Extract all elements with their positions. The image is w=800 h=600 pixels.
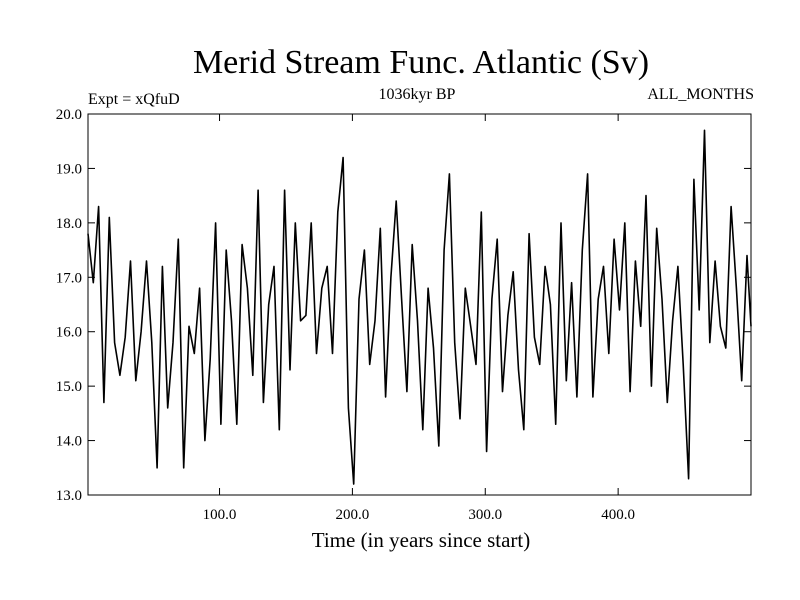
experiment-label: Expt = xQfuD	[88, 91, 180, 108]
period-label: 1036kyr BP	[379, 86, 456, 103]
y-tick-label: 13.0	[56, 488, 82, 504]
y-tick-label: 18.0	[56, 216, 82, 232]
y-tick-label: 20.0	[56, 107, 82, 123]
y-axis: 13.0 14.0 15.0 16.0 17.0 18.0 19.0 20.0	[56, 107, 751, 504]
x-tick-label: 100.0	[203, 507, 237, 523]
x-tick-label: 400.0	[601, 507, 635, 523]
y-tick-label: 17.0	[56, 270, 82, 286]
months-label: ALL_MONTHS	[647, 86, 754, 103]
plot-area	[87, 129, 752, 485]
y-tick-label: 16.0	[56, 325, 82, 341]
y-tick-label: 14.0	[56, 434, 82, 450]
series-line	[87, 129, 752, 485]
x-axis: 100.0 200.0 300.0 400.0	[203, 114, 635, 523]
chart-title: Merid Stream Func. Atlantic (Sv)	[193, 44, 649, 81]
x-axis-label: Time (in years since start)	[312, 528, 531, 552]
y-tick-label: 15.0	[56, 379, 82, 395]
y-tick-label: 19.0	[56, 161, 82, 177]
x-tick-label: 200.0	[336, 507, 370, 523]
x-tick-label: 300.0	[468, 507, 502, 523]
plot-frame	[87, 113, 752, 496]
